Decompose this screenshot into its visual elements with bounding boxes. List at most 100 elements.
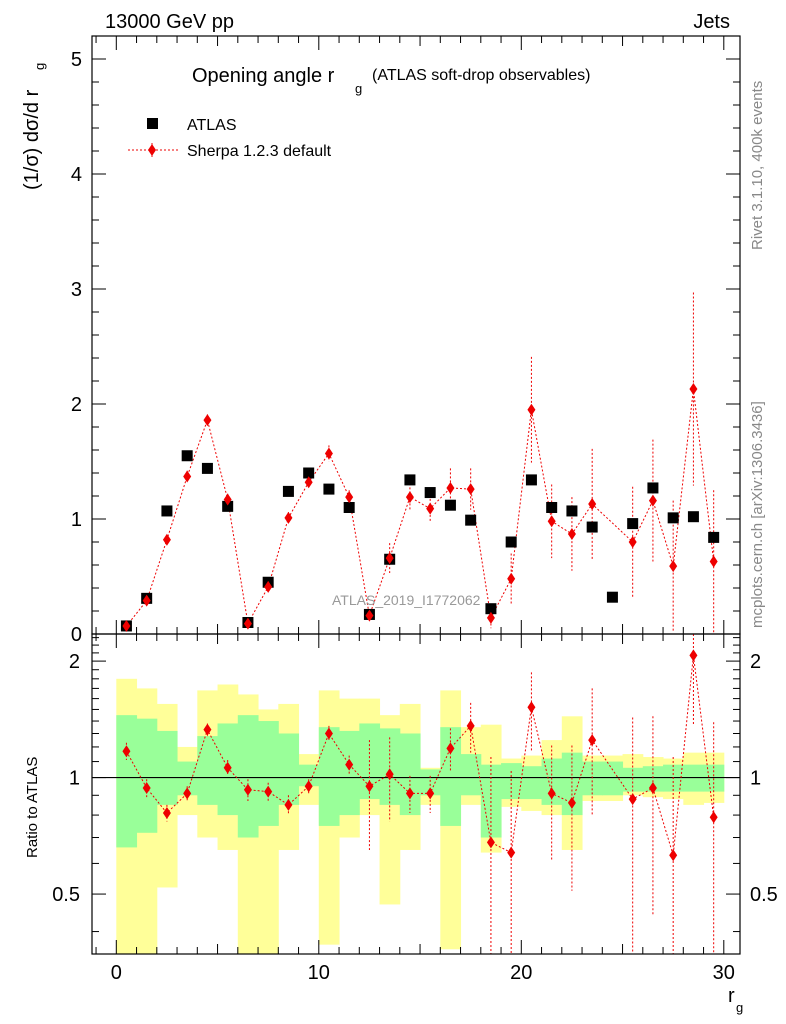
sherpa-ratio-point [142, 781, 151, 794]
x-tick-label: 10 [308, 962, 330, 984]
sherpa-main-point [243, 617, 252, 630]
title-suffix: (ATLAS soft-drop observables) [372, 67, 590, 84]
ratio-band-inner [501, 763, 522, 800]
sherpa-ratio-point [628, 793, 637, 806]
sherpa-main-point [264, 580, 273, 593]
sherpa-main-point [345, 491, 354, 504]
sherpa-ratio-point [223, 761, 232, 774]
atlas-data-point [586, 521, 598, 533]
atlas-data-point [303, 467, 315, 479]
atlas-data-point [465, 514, 477, 526]
sherpa-main-point [446, 481, 455, 494]
sherpa-ratio-point [446, 742, 455, 755]
ratio-band-inner [278, 733, 300, 805]
sherpa-main-point [527, 403, 536, 416]
sherpa-main-point [507, 572, 516, 585]
sherpa-main-point [547, 515, 556, 528]
sherpa-ratio-point [709, 811, 718, 824]
y-axis-label-ratio: Ratio to ATLAS [24, 757, 41, 858]
atlas-data-point [525, 474, 537, 486]
sherpa-main-point [122, 619, 131, 632]
sherpa-ratio-point [345, 758, 354, 771]
atlas-data-point [282, 485, 294, 497]
sherpa-ratio-point [304, 780, 313, 793]
sherpa-main-point [486, 611, 495, 624]
sherpa-main-point [689, 383, 698, 396]
sherpa-main-point [162, 533, 171, 546]
sherpa-ratio-point [243, 783, 252, 796]
atlas-data-point [546, 502, 558, 513]
title-main: Opening angle r [192, 65, 335, 87]
side-rivet-text: Rivet 3.1.10, 400k events [749, 81, 766, 250]
atlas-data-point [201, 462, 213, 474]
sherpa-main-point [426, 502, 435, 515]
y-axis-label-main-text: (1/σ) dσ/d r [21, 89, 43, 190]
main-y-tick-label: 4 [71, 164, 82, 186]
ratio-y-tick-label-right: 1 [750, 768, 761, 790]
ratio-y-tick-label: 0.5 [52, 884, 80, 906]
ratio-band-inner [420, 769, 441, 796]
sherpa-main-point [183, 470, 192, 483]
ratio-plot-panel: 0.5 0.51 12 20 10 20 30 [52, 633, 778, 984]
ratio-band-inner [237, 715, 259, 838]
ratio-data-layer [92, 634, 740, 954]
sherpa-main-point [203, 414, 212, 427]
atlas-data-point [627, 518, 639, 530]
sherpa-main-point [304, 476, 313, 489]
legend-atlas-marker [147, 118, 158, 129]
main-data-layer [120, 292, 720, 633]
sherpa-ratio-point [426, 787, 435, 800]
sherpa-main-point [365, 609, 374, 622]
sherpa-ratio-point [183, 787, 192, 800]
sherpa-ratio-point [669, 849, 678, 862]
sherpa-main-point [588, 498, 597, 511]
ratio-plot-frame [91, 633, 741, 955]
atlas-data-point [485, 603, 497, 615]
atlas-data-point [222, 500, 234, 512]
atlas-data-point [505, 536, 517, 548]
sherpa-main-point [648, 494, 657, 507]
atlas-data-point [687, 511, 699, 523]
legend-sherpa-label: Sherpa 1.2.3 default [187, 143, 332, 160]
atlas-data-point [323, 483, 335, 495]
atlas-data-point [566, 505, 578, 517]
ratio-band-inner [582, 761, 603, 796]
sherpa-ratio-point [689, 649, 698, 662]
main-y-tick-label: 0 [71, 624, 82, 646]
sherpa-ratio-point [385, 768, 394, 781]
ratio-band-inner [642, 766, 664, 792]
x-axis-label: r [728, 985, 735, 1007]
atlas-data-point [343, 502, 355, 513]
sherpa-main-point [466, 483, 475, 496]
header-right: Jets [693, 11, 730, 33]
sherpa-main-point [284, 511, 293, 524]
sherpa-main-line [126, 389, 715, 627]
plot-title: Opening angle r g (ATLAS soft-drop obser… [192, 65, 590, 96]
sherpa-main-point [142, 594, 151, 607]
header-left: 13000 GeV pp [105, 11, 234, 33]
ratio-band-inner [440, 727, 462, 826]
ratio-axis-ticks: 0.5 0.51 12 20 10 20 30 [52, 634, 778, 984]
sherpa-ratio-point [507, 846, 516, 859]
sherpa-ratio-point [547, 787, 556, 800]
atlas-data-point [424, 487, 436, 499]
ratio-band-inner [399, 733, 421, 816]
sherpa-main-point [405, 491, 414, 504]
legend-sherpa-marker [148, 144, 156, 156]
main-y-tick-label: 5 [71, 49, 82, 71]
ratio-band-inner [561, 752, 583, 816]
atlas-data-point [667, 512, 679, 524]
x-axis-label-subscript: g [736, 1000, 743, 1015]
main-plot-panel: 0 1 2 3 4 5 [71, 35, 741, 646]
main-y-tick-label: 1 [71, 509, 82, 531]
sherpa-main-point [223, 493, 232, 506]
main-axis-ticks: 0 1 2 3 4 5 [71, 35, 740, 646]
ratio-band-inner [460, 754, 482, 796]
sherpa-ratio-point [264, 785, 273, 798]
sherpa-ratio-point [405, 787, 414, 800]
ratio-band-inner [258, 721, 279, 826]
main-y-tick-label: 2 [71, 394, 82, 416]
atlas-data-point [647, 482, 659, 494]
sherpa-main-point [709, 555, 718, 568]
